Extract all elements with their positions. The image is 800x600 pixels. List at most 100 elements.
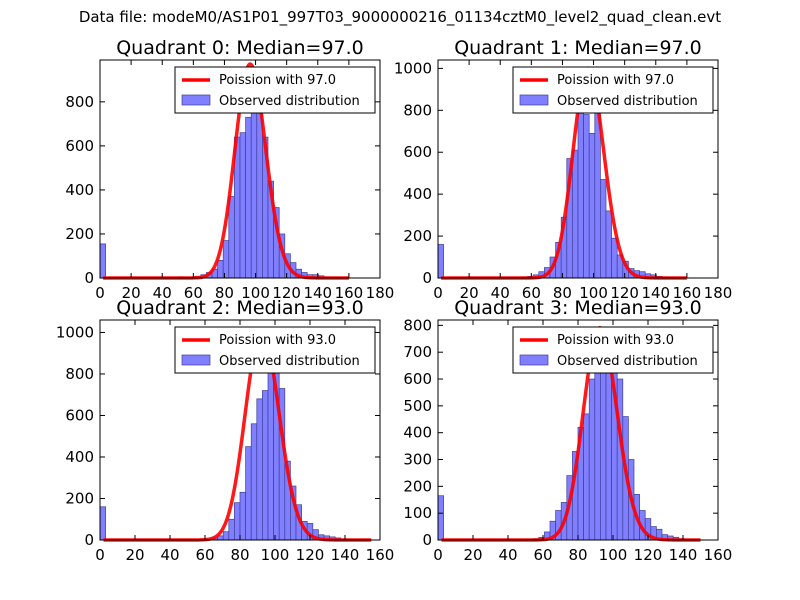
histogram-bar [600, 351, 607, 541]
histogram-bar [228, 518, 235, 541]
y-tick-label: 600 [403, 143, 432, 161]
x-tick-label: 80 [215, 284, 234, 302]
x-tick-label: 20 [463, 546, 482, 564]
histogram-bar [583, 114, 590, 279]
histogram-bar [256, 110, 263, 279]
x-tick-label: 140 [669, 546, 698, 564]
x-tick-label: 180 [366, 284, 395, 302]
x-tick-label: 140 [303, 284, 332, 302]
y-tick-label: 800 [65, 93, 94, 111]
histogram-bar [245, 446, 252, 541]
x-tick-label: 20 [460, 284, 479, 302]
legend-label-fit: Poission with 97.0 [219, 73, 336, 88]
y-tick-label: 200 [65, 489, 94, 507]
x-tick-label: 120 [634, 546, 663, 564]
legend-label-observed: Observed distribution [557, 94, 698, 109]
y-tick-label: 300 [403, 451, 432, 469]
x-tick-label: 120 [272, 284, 301, 302]
y-tick-label: 200 [403, 227, 432, 245]
histogram-bar [239, 491, 246, 541]
y-tick-label: 400 [403, 424, 432, 442]
histogram-bar [99, 506, 106, 541]
histogram-bar [616, 378, 624, 541]
x-tick-label: 120 [296, 546, 325, 564]
x-tick-label: 0 [95, 284, 105, 302]
y-tick-label: 600 [65, 406, 94, 424]
legend-label-fit: Poission with 97.0 [557, 73, 674, 88]
y-tick-label: 800 [403, 316, 432, 334]
histogram-bar [577, 95, 584, 279]
x-tick-label: 160 [335, 284, 364, 302]
x-tick-label: 100 [261, 546, 290, 564]
histogram-bar [250, 423, 258, 541]
legend-bar-swatch [181, 354, 211, 366]
legend-label-fit: Poission with 93.0 [219, 333, 336, 348]
subplot-title: Quadrant 2: Median=93.0 [116, 297, 364, 319]
quadrant-1-axes: 0 20 40 60 80 100 120 140 160 180 0 200 400 600 800 100… [394, 37, 733, 302]
histogram-bar [239, 132, 246, 279]
subplot-title: Quadrant 0: Median=97.0 [116, 37, 364, 59]
y-tick-label: 0 [84, 531, 94, 549]
figure-suptitle: Data file: modeM0/AS1P01_997T03_90000002… [78, 8, 722, 26]
y-tick-label: 400 [65, 448, 94, 466]
quadrant-3-axes: 0 20 40 60 80 100 120 140 160 0 100 200 300 400 500 600… [403, 297, 732, 564]
legend-label-observed: Observed distribution [219, 94, 360, 109]
x-tick-label: 100 [579, 284, 608, 302]
legend-bar-swatch [519, 354, 549, 366]
legend-bar-swatch [181, 94, 211, 106]
histogram-bar [250, 94, 258, 279]
histogram-bar [217, 260, 224, 279]
x-tick-label: 120 [610, 284, 639, 302]
x-tick-label: 80 [230, 546, 249, 564]
x-tick-label: 180 [704, 284, 733, 302]
x-tick-label: 60 [195, 546, 214, 564]
axes-frame [437, 59, 719, 279]
y-tick-label: 100 [403, 504, 432, 522]
histogram-bar [99, 243, 106, 279]
histogram-bar [222, 531, 230, 541]
y-tick-label: 800 [403, 101, 432, 119]
x-tick-label: 40 [153, 284, 172, 302]
y-tick-label: 700 [403, 343, 432, 361]
y-tick-label: 400 [65, 181, 94, 199]
quadrant-0-axes: 0 20 40 60 80 100 120 140 160 180 0 200 400 600 800 Qua… [65, 37, 394, 302]
y-tick-label: 600 [403, 370, 432, 388]
legend-box [174, 326, 376, 374]
subplot-title: Quadrant 1: Median=97.0 [454, 37, 702, 59]
histogram-bar [611, 237, 618, 279]
x-tick-label: 40 [160, 546, 179, 564]
x-tick-label: 80 [553, 284, 572, 302]
legend-label-observed: Observed distribution [557, 354, 698, 369]
histogram-bar [437, 244, 444, 279]
x-tick-label: 80 [568, 546, 587, 564]
histogram-bar [245, 116, 252, 279]
x-tick-label: 0 [433, 284, 443, 302]
x-tick-label: 60 [533, 546, 552, 564]
x-tick-label: 160 [673, 284, 702, 302]
legend-label-observed: Observed distribution [219, 354, 360, 369]
y-tick-label: 200 [403, 477, 432, 495]
legend-bar-swatch [519, 94, 549, 106]
y-tick-label: 0 [422, 531, 432, 549]
x-tick-label: 60 [522, 284, 541, 302]
y-tick-label: 500 [403, 397, 432, 415]
x-tick-label: 40 [491, 284, 510, 302]
histogram-bar [583, 413, 590, 541]
histogram-bar [437, 495, 444, 541]
x-tick-label: 140 [641, 284, 670, 302]
subplot-title: Quadrant 3: Median=93.0 [454, 297, 702, 319]
histogram-bar [256, 398, 263, 541]
histogram-bar [234, 502, 241, 541]
x-tick-label: 100 [241, 284, 270, 302]
histogram-bar [228, 196, 235, 279]
y-tick-label: 0 [422, 269, 432, 287]
x-tick-label: 160 [704, 546, 733, 564]
x-tick-label: 0 [95, 546, 105, 564]
histogram-bar [262, 390, 269, 541]
histogram-bar [600, 179, 607, 279]
legend-label-fit: Poission with 93.0 [557, 333, 674, 348]
x-tick-label: 60 [184, 284, 203, 302]
x-tick-label: 40 [498, 546, 517, 564]
x-tick-label: 140 [331, 546, 360, 564]
